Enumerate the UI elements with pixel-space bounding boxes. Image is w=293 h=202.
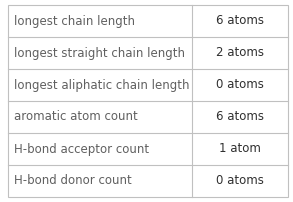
Text: 6 atoms: 6 atoms	[216, 110, 264, 123]
Text: longest chain length: longest chain length	[14, 15, 135, 27]
Text: 6 atoms: 6 atoms	[216, 15, 264, 27]
Text: 2 atoms: 2 atoms	[216, 46, 264, 60]
Text: H-bond donor count: H-bond donor count	[14, 175, 132, 187]
Text: 0 atoms: 0 atoms	[216, 79, 264, 92]
Text: aromatic atom count: aromatic atom count	[14, 110, 138, 123]
Text: longest straight chain length: longest straight chain length	[14, 46, 185, 60]
Text: longest aliphatic chain length: longest aliphatic chain length	[14, 79, 190, 92]
Text: 1 atom: 1 atom	[219, 142, 261, 156]
Text: H-bond acceptor count: H-bond acceptor count	[14, 142, 149, 156]
Text: 0 atoms: 0 atoms	[216, 175, 264, 187]
